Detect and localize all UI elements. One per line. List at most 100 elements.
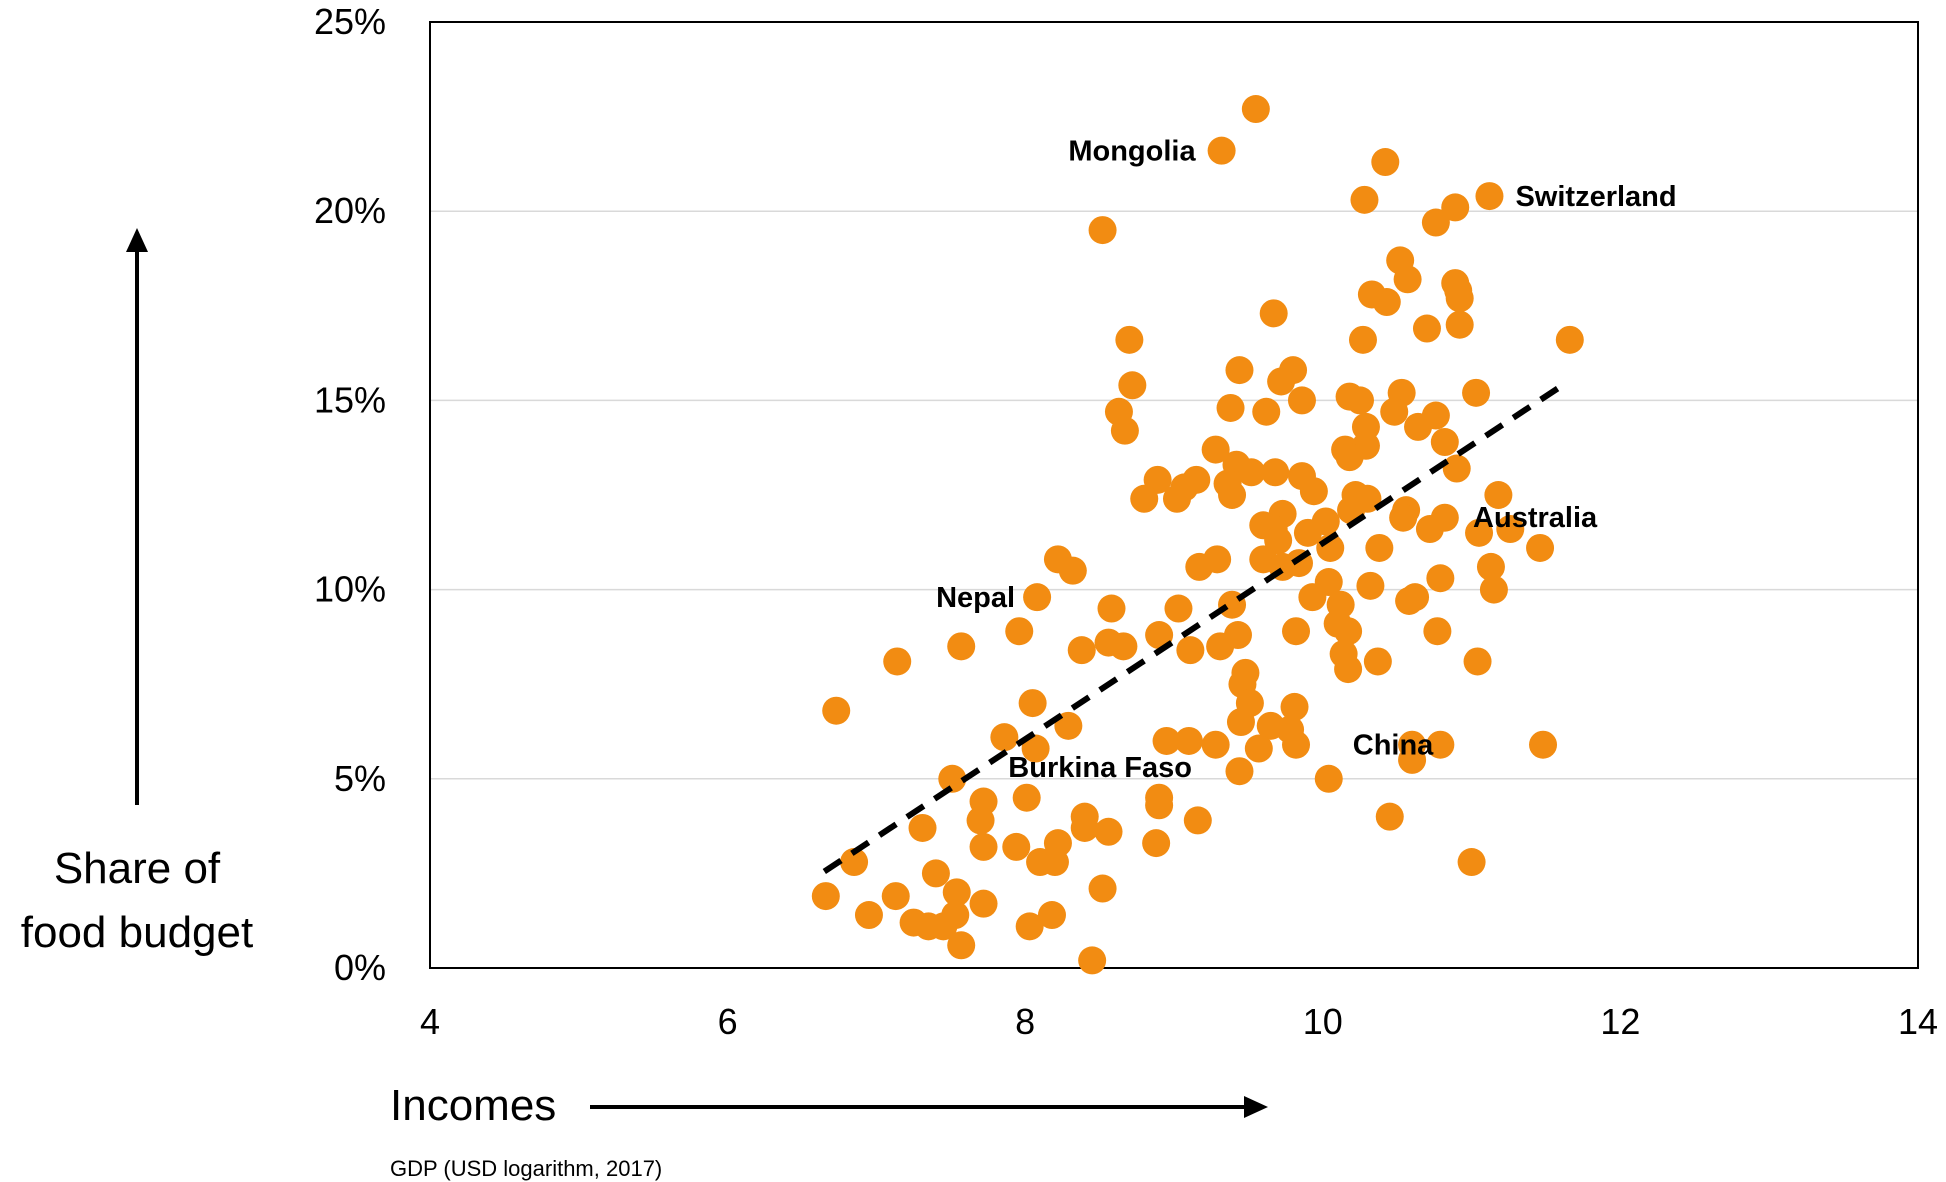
data-point <box>1201 435 1230 464</box>
data-point <box>1430 428 1459 457</box>
data-point <box>990 723 1019 752</box>
data-point <box>1380 397 1409 426</box>
data-point <box>1365 533 1394 562</box>
data-point <box>1115 325 1144 354</box>
data-point <box>1037 901 1066 930</box>
data-point <box>1280 692 1309 721</box>
data-point <box>1398 745 1427 774</box>
data-point <box>1426 730 1455 759</box>
data-point <box>1421 208 1450 237</box>
x-axis-arrow-head <box>1244 1096 1268 1118</box>
data-point <box>1078 946 1107 975</box>
data-point <box>1442 454 1471 483</box>
data-point <box>1226 708 1255 737</box>
data-point <box>1346 386 1374 415</box>
data-point <box>1252 397 1281 426</box>
data-point <box>854 901 883 930</box>
data-point <box>1526 533 1555 562</box>
data-point <box>938 764 967 793</box>
data-point <box>1223 621 1252 650</box>
y-tick-label: 15% <box>314 379 386 420</box>
data-point <box>1005 617 1034 646</box>
data-point <box>1012 783 1041 812</box>
x-tick-label: 4 <box>420 1001 440 1042</box>
data-point <box>966 806 995 835</box>
data-point <box>1218 481 1247 509</box>
annotation-label: Burkina Faso <box>1008 752 1192 784</box>
y-tick-label: 5% <box>334 758 386 799</box>
data-point <box>1479 575 1508 604</box>
x-tick-label: 14 <box>1898 1001 1938 1042</box>
data-point <box>1015 912 1044 941</box>
y-tick-label: 0% <box>334 947 386 988</box>
data-point <box>1088 216 1117 245</box>
data-point <box>1244 734 1273 763</box>
x-tick-label: 6 <box>718 1001 738 1042</box>
y-axis-arrow-head <box>126 228 148 252</box>
data-point <box>1393 265 1422 294</box>
data-point <box>1293 518 1322 547</box>
data-point <box>1176 636 1205 665</box>
data-point <box>1314 764 1343 793</box>
data-point <box>1356 571 1385 600</box>
data-point <box>1441 193 1470 222</box>
data-point <box>1389 503 1418 532</box>
y-axis-label-line2: food budget <box>21 908 253 957</box>
data-point <box>1145 791 1174 820</box>
data-point <box>840 848 869 877</box>
x-tick-label: 10 <box>1303 1001 1343 1042</box>
data-point <box>1334 655 1363 684</box>
trend-line <box>822 378 1570 875</box>
y-tick-label: 25% <box>314 1 386 42</box>
data-point <box>1350 185 1379 214</box>
data-point <box>947 931 976 960</box>
data-point <box>1094 817 1123 846</box>
data-point <box>1018 689 1047 718</box>
country-annotations: Mongolia Switzerland Australia Nepal China Bu… <box>936 136 1676 784</box>
data-point <box>1496 515 1525 544</box>
data-point <box>811 882 840 911</box>
data-point <box>942 878 971 907</box>
data-point <box>1237 458 1266 487</box>
data-point <box>1216 393 1245 422</box>
data-point <box>921 859 950 888</box>
data-point <box>908 813 937 842</box>
data-point <box>1021 734 1050 763</box>
y-axis-ticks: 0% 5% 10% 15% 20% 25% <box>314 1 386 988</box>
data-point <box>1484 481 1513 509</box>
data-point <box>1164 594 1193 623</box>
data-point <box>1152 726 1181 755</box>
y-tick-label: 20% <box>314 190 386 231</box>
data-point <box>1348 325 1377 354</box>
data-point <box>1298 583 1327 612</box>
data-point <box>1241 95 1270 124</box>
data-point <box>1118 371 1147 400</box>
data-point <box>1555 325 1584 354</box>
data-point <box>1371 148 1400 177</box>
data-point <box>1023 583 1052 612</box>
data-point <box>1207 136 1236 165</box>
data-point <box>1445 310 1474 339</box>
data-point <box>1415 515 1444 544</box>
data-point <box>1282 730 1311 759</box>
data-point <box>1183 806 1212 835</box>
y-axis-label-line1: Share of <box>54 844 221 893</box>
data-point <box>1299 477 1328 506</box>
data-point <box>1259 299 1288 328</box>
data-point <box>1174 726 1203 755</box>
data-point <box>1476 552 1505 581</box>
data-point <box>1395 586 1424 615</box>
data-point <box>1375 802 1404 831</box>
data-point <box>1225 356 1254 385</box>
plot-frame <box>429 21 1919 969</box>
data-point <box>1109 632 1138 661</box>
data-point <box>822 696 851 725</box>
data-point <box>947 632 976 661</box>
data-point <box>1185 552 1214 581</box>
data-point <box>1040 848 1069 877</box>
data-point <box>1162 484 1191 513</box>
data-point <box>1462 378 1491 407</box>
data-point <box>1067 636 1096 665</box>
data-point <box>969 889 998 918</box>
